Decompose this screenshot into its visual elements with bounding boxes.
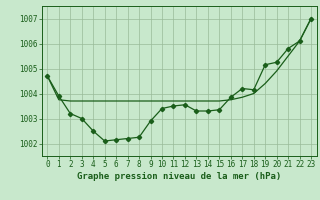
X-axis label: Graphe pression niveau de la mer (hPa): Graphe pression niveau de la mer (hPa) (77, 172, 281, 181)
